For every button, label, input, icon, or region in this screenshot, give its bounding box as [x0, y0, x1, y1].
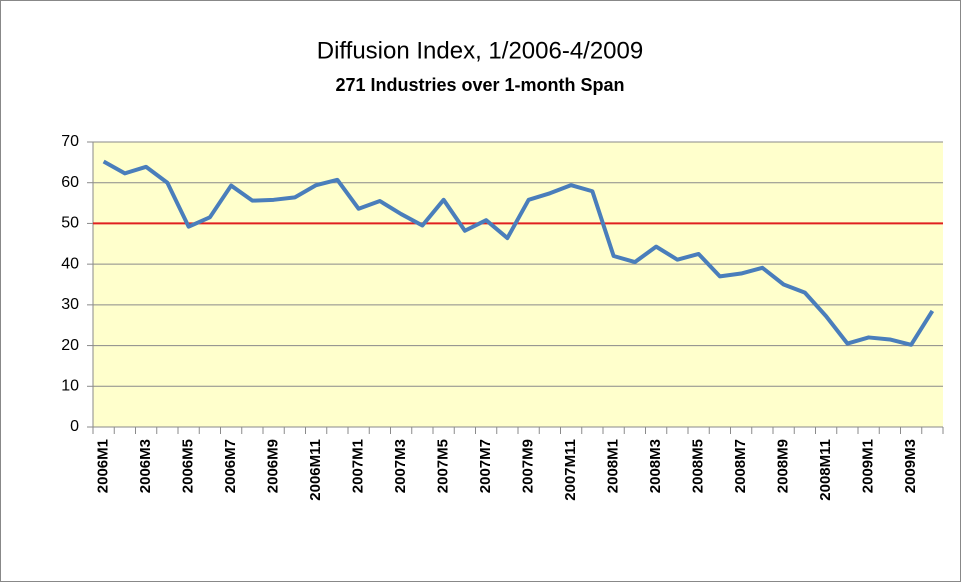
y-tick-label: 0	[70, 418, 79, 435]
x-tick-label: 2008M9	[775, 439, 792, 493]
x-tick-label: 2006M1	[95, 439, 112, 493]
x-tick-label: 2009M1	[860, 439, 877, 493]
x-tick-label: 2006M3	[137, 439, 154, 493]
plot-area	[93, 142, 943, 427]
x-tick-label: 2006M9	[265, 439, 282, 493]
y-tick-label: 60	[61, 174, 79, 191]
x-tick-label: 2007M3	[392, 439, 409, 493]
x-tick-label: 2006M11	[307, 439, 324, 501]
data-line	[102, 159, 935, 347]
y-tick-label: 30	[61, 296, 79, 313]
y-tick-label: 40	[61, 255, 79, 272]
y-tick-label: 10	[61, 378, 79, 395]
x-tick-label: 2008M5	[690, 439, 707, 493]
x-tick-label: 2008M11	[817, 439, 834, 501]
x-tick-label: 2007M5	[435, 439, 452, 493]
x-tick-label: 2007M9	[520, 439, 537, 493]
chart-subtitle: 271 Industries over 1-month Span	[335, 75, 624, 95]
chart-title: Diffusion Index, 1/2006-4/2009	[317, 37, 643, 64]
x-tick-label: 2008M7	[732, 439, 749, 493]
x-tick-label: 2006M5	[180, 439, 197, 493]
x-tick-label: 2008M1	[605, 439, 622, 493]
x-tick-label: 2007M1	[350, 439, 367, 493]
x-tick-label: 2008M3	[647, 439, 664, 493]
x-tick-label: 2007M7	[477, 439, 494, 493]
x-tick-label: 2007M11	[562, 439, 579, 501]
x-tick-label: 2006M7	[222, 439, 239, 493]
y-tick-label: 70	[61, 133, 79, 150]
x-tick-label: 2009M3	[902, 439, 919, 493]
y-tick-label: 50	[61, 215, 79, 232]
y-tick-label: 20	[61, 337, 79, 354]
